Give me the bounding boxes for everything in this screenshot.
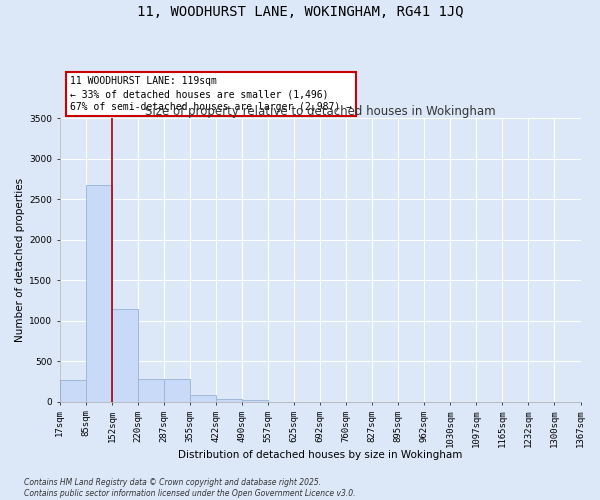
Text: 11, WOODHURST LANE, WOKINGHAM, RG41 1JQ: 11, WOODHURST LANE, WOKINGHAM, RG41 1JQ [137,5,463,19]
Text: Contains HM Land Registry data © Crown copyright and database right 2025.
Contai: Contains HM Land Registry data © Crown c… [24,478,355,498]
Bar [164,379,190,402]
Bar [86,186,112,402]
Bar [60,380,86,402]
X-axis label: Distribution of detached houses by size in Wokingham: Distribution of detached houses by size … [178,450,463,460]
Text: 11 WOODHURST LANE: 119sqm
← 33% of detached houses are smaller (1,496)
67% of se: 11 WOODHURST LANE: 119sqm ← 33% of detac… [70,76,352,112]
Bar [242,400,268,402]
Y-axis label: Number of detached properties: Number of detached properties [15,178,25,342]
Bar [112,308,138,402]
Bar [190,396,216,402]
Bar [138,379,164,402]
Title: Size of property relative to detached houses in Wokingham: Size of property relative to detached ho… [145,105,496,118]
Bar [216,398,242,402]
